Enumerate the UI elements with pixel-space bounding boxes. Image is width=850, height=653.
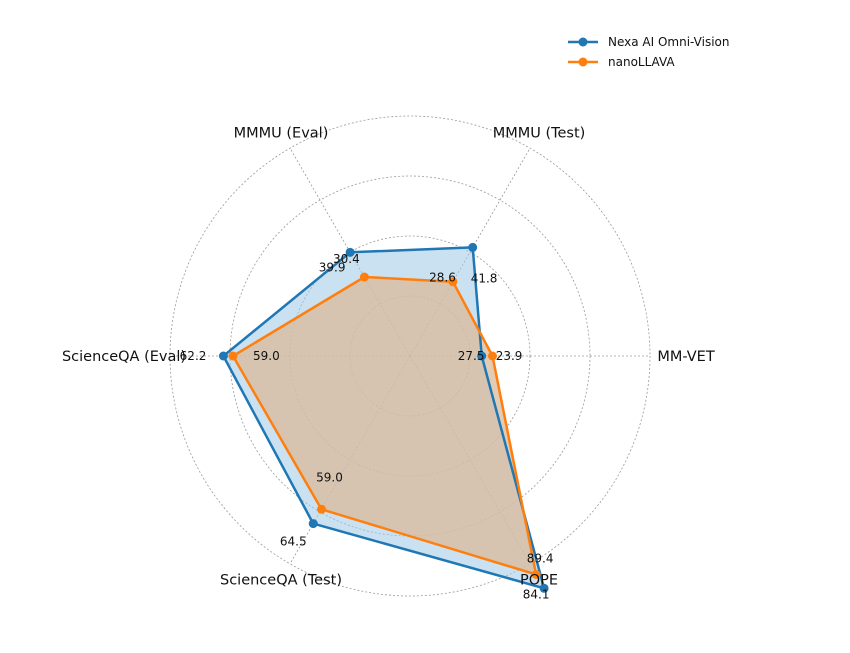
axis-label: MMMU (Eval)	[234, 126, 329, 142]
axis-labels: MM-VET MMMU (Test) MMMU (Eval) ScienceQA (E…	[62, 126, 715, 589]
data-point	[468, 242, 478, 252]
data-point	[477, 351, 487, 361]
value-label: 39.9	[319, 260, 346, 274]
data-point	[531, 569, 541, 579]
value-labels: 23.9 41.8 39.9 62.2 64.5 89.4 27.5 28.6 30.4 59.0…	[180, 252, 554, 601]
value-label: 59.0	[253, 349, 280, 363]
value-label: 30.4	[333, 252, 360, 266]
legend-label: Nexa AI Omni-Vision	[608, 35, 730, 49]
grid-circle	[169, 115, 651, 597]
axis-label: MMMU (Test)	[493, 126, 586, 142]
legend: Nexa AI Omni-Vision nanoLLAVA	[568, 35, 730, 69]
data-point	[345, 247, 355, 257]
data-point	[359, 272, 369, 282]
data-point	[317, 504, 326, 514]
series-area	[233, 277, 537, 575]
value-label: 28.6	[429, 271, 456, 285]
data-point	[448, 277, 458, 287]
series-lines	[218, 242, 549, 593]
axis-label: ScienceQA (Test)	[220, 572, 342, 588]
value-label: 23.9	[496, 349, 523, 363]
data-point	[488, 351, 497, 361]
value-label: 41.8	[471, 271, 498, 285]
data-point	[539, 583, 549, 593]
value-label: 89.4	[527, 551, 554, 565]
data-point	[228, 351, 238, 361]
axis-label: POPE	[520, 572, 558, 588]
series-fills	[223, 247, 545, 589]
data-point	[308, 519, 318, 529]
value-label: 59.0	[316, 470, 343, 484]
value-label: 62.2	[180, 349, 207, 363]
value-label: 84.1	[523, 587, 550, 601]
legend-marker	[578, 37, 588, 47]
legend-label: nanoLLAVA	[608, 55, 675, 69]
axis-label: ScienceQA (Eval)	[62, 349, 186, 365]
legend-marker	[578, 57, 588, 67]
axis-label: MM-VET	[657, 349, 714, 365]
data-point	[218, 351, 228, 361]
value-label: 64.5	[280, 535, 307, 549]
value-label: 27.5	[458, 349, 485, 363]
